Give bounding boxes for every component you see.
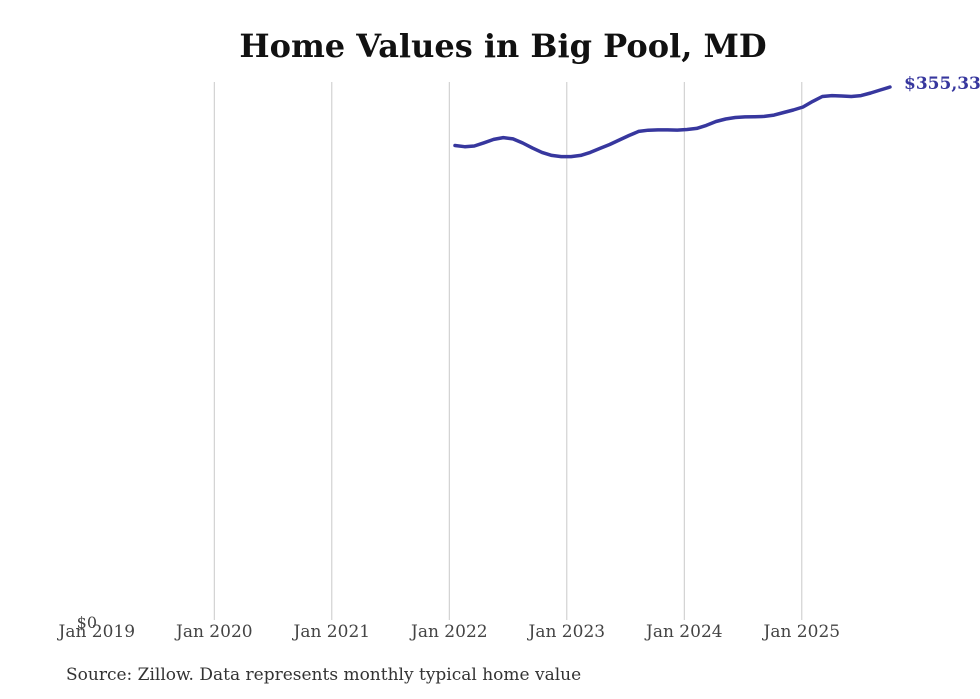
x-tick-label-jan-2025: Jan 2025: [763, 622, 841, 642]
y-axis-zero-label: $0: [76, 613, 97, 632]
x-tick-label-jan-2019: Jan 2019: [58, 622, 136, 642]
latest-value-label: $355,333: [904, 74, 980, 94]
x-tick-label-jan-2020: Jan 2020: [176, 622, 253, 642]
x-tick-label-jan-2024: Jan 2024: [646, 622, 723, 642]
source-note: Source: Zillow. Data represents monthly …: [66, 665, 582, 685]
chart-title: Home Values in Big Pool, MD: [239, 27, 767, 65]
x-tick-label-jan-2021: Jan 2021: [293, 622, 371, 642]
x-tick-label-jan-2023: Jan 2023: [528, 622, 606, 642]
x-tick-label-jan-2022: Jan 2022: [411, 622, 488, 642]
home-value-line-series: [453, 85, 892, 159]
